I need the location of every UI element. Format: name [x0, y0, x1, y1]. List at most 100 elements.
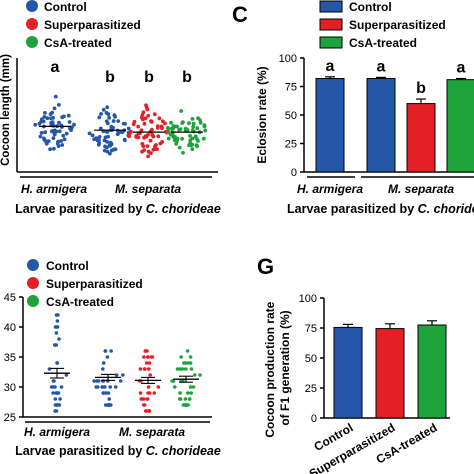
data-point — [113, 114, 117, 119]
data-point — [178, 397, 183, 401]
data-point — [184, 403, 189, 407]
bars-eclosion-rate: a a b a — [315, 58, 474, 173]
data-point — [43, 130, 47, 135]
panel-letter-c: C — [232, 2, 248, 27]
data-point — [179, 109, 184, 113]
panel-eclosion-rate: C Control Superparasitized CsA-treated E… — [232, 0, 474, 216]
data-point — [175, 124, 179, 129]
data-point — [38, 134, 43, 139]
data-point — [192, 373, 197, 377]
data-point — [50, 120, 55, 124]
data-point — [196, 139, 200, 143]
significance-letter: b — [416, 80, 426, 97]
data-point — [109, 124, 114, 129]
data-point — [191, 124, 196, 129]
x-axis-label-species: C. chorideae — [146, 202, 221, 216]
bar — [417, 324, 447, 419]
y-tick-label: 45 — [4, 292, 16, 304]
data-point — [55, 391, 60, 395]
data-point — [183, 397, 188, 401]
data-point — [101, 361, 106, 365]
data-point — [49, 385, 54, 389]
data-point — [153, 144, 157, 149]
data-point — [190, 136, 195, 141]
data-point — [147, 391, 152, 395]
data-point — [175, 367, 180, 371]
data-point — [180, 121, 185, 125]
data-point — [148, 373, 152, 377]
data-point — [145, 397, 150, 401]
data-point — [190, 128, 195, 132]
data-point — [146, 355, 150, 359]
data-point — [43, 111, 47, 115]
data-point — [178, 127, 183, 131]
group-label-m-separata: M. separata — [388, 182, 454, 196]
data-point — [138, 391, 143, 395]
data-point — [114, 373, 119, 377]
data-point — [115, 132, 120, 137]
data-point — [145, 144, 150, 149]
data-point — [140, 149, 145, 154]
y-tick-label: 30 — [4, 382, 16, 394]
y-tick-label: 100 — [299, 293, 317, 305]
y-ticks-eclosion-rate: 0 25 50 75 100 — [279, 53, 304, 179]
data-point — [152, 391, 157, 395]
data-point — [188, 361, 193, 365]
data-point — [195, 126, 200, 131]
data-point — [190, 117, 195, 121]
legend-cocoon-length: Control Superparasitized CsA-treated — [26, 0, 141, 50]
data-point — [98, 126, 103, 131]
data-point — [147, 367, 151, 371]
data-point — [103, 403, 108, 407]
data-point — [52, 146, 56, 151]
data-point — [148, 138, 153, 143]
data-point — [156, 134, 161, 139]
data-point — [123, 121, 127, 126]
data-point — [140, 117, 145, 122]
data-point — [69, 128, 73, 133]
y-tick-label: 50 — [305, 353, 317, 365]
data-point — [139, 128, 144, 133]
data-point — [44, 141, 49, 146]
data-point — [51, 379, 56, 383]
data-point — [146, 385, 151, 389]
data-point — [144, 103, 148, 108]
y-axis-label-cocoon-production: Cocoon production rate of F1 generation … — [263, 298, 292, 437]
data-point — [105, 105, 110, 110]
legend-marker-control — [26, 0, 38, 12]
y-ticks-cocoon-production: 0 25 50 75 100 — [299, 293, 324, 425]
data-point — [178, 391, 182, 395]
data-point — [136, 124, 141, 129]
data-point — [147, 361, 152, 365]
y-tick-label: 50 — [285, 110, 297, 122]
legend-label-control: Control — [46, 259, 89, 273]
data-point — [90, 133, 95, 138]
data-point — [106, 391, 111, 395]
data-point — [103, 349, 108, 353]
group-label-h-armigera: H. armigera — [24, 425, 90, 439]
data-point — [57, 129, 62, 134]
data-point — [155, 126, 160, 130]
data-point — [123, 138, 127, 143]
data-point — [189, 391, 193, 395]
data-point — [149, 355, 154, 359]
data-point — [52, 106, 57, 111]
legend-marker-superparasitized — [26, 18, 38, 30]
data-point — [198, 118, 202, 122]
y-tick-label: 25 — [305, 383, 317, 395]
data-point — [54, 331, 59, 335]
data-point — [150, 133, 155, 137]
data-point — [160, 140, 165, 144]
data-point — [173, 135, 177, 139]
data-point — [127, 134, 132, 139]
data-point — [39, 131, 44, 135]
data-point — [92, 137, 97, 142]
significance-letter: a — [457, 60, 466, 77]
data-point — [95, 138, 100, 143]
data-point — [51, 391, 55, 395]
data-point — [188, 134, 192, 138]
data-point — [146, 113, 151, 118]
data-point — [102, 138, 107, 143]
data-point — [54, 403, 59, 407]
data-point — [62, 114, 66, 119]
